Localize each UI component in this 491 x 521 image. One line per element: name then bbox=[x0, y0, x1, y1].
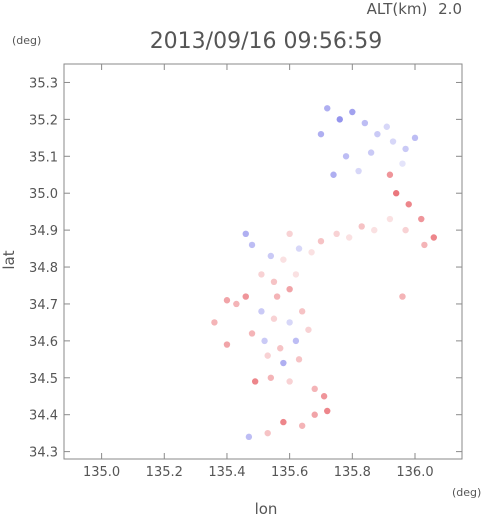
data-point bbox=[311, 411, 318, 418]
y-axis-label: lat bbox=[0, 250, 18, 269]
data-point bbox=[317, 130, 325, 138]
data-point bbox=[305, 326, 312, 333]
data-point bbox=[270, 315, 278, 322]
data-point bbox=[292, 337, 300, 345]
y-tick-label: 35.2 bbox=[29, 113, 58, 128]
plot-frame bbox=[63, 63, 463, 460]
x-tick-label: 135.6 bbox=[271, 465, 308, 480]
x-tick-label: 135.4 bbox=[208, 465, 245, 480]
data-point bbox=[245, 433, 253, 441]
y-tick-label: 35.1 bbox=[29, 150, 58, 165]
data-point bbox=[308, 249, 315, 256]
x-tick-label: 135.2 bbox=[146, 465, 183, 480]
data-point bbox=[358, 223, 365, 230]
y-tick-label: 34.9 bbox=[29, 224, 58, 239]
data-point bbox=[233, 300, 240, 308]
data-point bbox=[349, 108, 356, 116]
data-point bbox=[342, 153, 350, 160]
x-axis-label: lon bbox=[255, 500, 278, 518]
y-unit-label: (deg) bbox=[12, 34, 41, 47]
data-point bbox=[264, 429, 271, 437]
data-point bbox=[361, 119, 369, 127]
altitude-label: ALT(km) 2.0 bbox=[367, 0, 462, 18]
data-point bbox=[280, 256, 287, 263]
data-point bbox=[411, 134, 419, 142]
y-tick-label: 35.3 bbox=[29, 76, 58, 91]
data-point bbox=[223, 341, 231, 348]
data-point bbox=[242, 293, 249, 300]
data-point bbox=[386, 215, 394, 223]
data-point bbox=[242, 230, 249, 238]
data-point bbox=[211, 319, 218, 326]
data-point bbox=[270, 278, 278, 286]
data-point bbox=[386, 171, 394, 178]
data-point bbox=[286, 319, 293, 326]
data-point bbox=[430, 234, 437, 241]
data-point bbox=[389, 138, 397, 145]
data-point bbox=[280, 418, 287, 426]
timestamp: 2013/09/16 09:56:59 bbox=[150, 29, 383, 54]
data-point bbox=[421, 241, 428, 249]
data-point bbox=[330, 171, 337, 178]
data-point bbox=[258, 271, 265, 278]
data-point bbox=[333, 230, 340, 238]
y-tick-label: 34.5 bbox=[29, 372, 58, 387]
data-point bbox=[258, 308, 265, 315]
y-tick-label: 34.6 bbox=[29, 335, 58, 350]
data-point bbox=[267, 374, 275, 381]
data-point bbox=[248, 241, 256, 249]
x-tick-label: 135.8 bbox=[334, 465, 371, 480]
y-tick-label: 34.4 bbox=[29, 409, 58, 424]
data-point bbox=[371, 226, 378, 234]
data-point bbox=[267, 252, 275, 260]
data-point bbox=[292, 271, 300, 278]
y-tick-label: 34.3 bbox=[29, 446, 58, 461]
data-point bbox=[383, 123, 390, 130]
data-point bbox=[286, 230, 293, 238]
data-point bbox=[223, 297, 231, 304]
data-point bbox=[402, 226, 409, 234]
data-point bbox=[311, 385, 318, 393]
data-point bbox=[261, 337, 268, 345]
data-point bbox=[402, 145, 409, 153]
data-point bbox=[336, 116, 343, 123]
data-point bbox=[286, 378, 293, 385]
y-tick-label: 35.0 bbox=[29, 187, 58, 202]
data-point bbox=[324, 407, 331, 415]
data-point bbox=[405, 201, 412, 208]
data-point bbox=[251, 378, 259, 385]
data-point bbox=[374, 130, 381, 138]
data-point bbox=[286, 285, 293, 293]
data-point bbox=[273, 293, 281, 300]
x-unit-label: (deg) bbox=[452, 486, 481, 499]
data-point bbox=[399, 293, 406, 300]
altitude-value: 2.0 bbox=[438, 0, 462, 18]
data-point bbox=[298, 422, 306, 429]
data-point bbox=[277, 345, 284, 352]
data-point bbox=[355, 167, 362, 175]
x-ticks: 135.0 135.2 135.4 135.6 135.8 136.0 bbox=[83, 64, 434, 480]
data-point bbox=[264, 352, 271, 359]
altitude-label-text: ALT(km) bbox=[367, 0, 428, 18]
data-point bbox=[320, 393, 328, 400]
x-tick-label: 135.0 bbox=[83, 465, 120, 480]
data-point bbox=[345, 234, 353, 241]
data-point bbox=[298, 308, 306, 315]
data-point bbox=[295, 356, 303, 363]
y-tick-label: 34.8 bbox=[29, 261, 58, 276]
data-point bbox=[324, 105, 331, 112]
y-ticks: 34.3 34.4 34.5 34.6 34.7 34.8 34.9 35.0 35.1 35.2… bbox=[29, 76, 462, 461]
y-tick-label: 34.7 bbox=[29, 298, 58, 313]
data-points bbox=[211, 105, 437, 441]
data-point bbox=[418, 215, 425, 223]
data-point bbox=[295, 245, 303, 252]
data-point bbox=[317, 237, 325, 245]
data-point bbox=[392, 190, 400, 197]
x-tick-label: 136.0 bbox=[396, 465, 433, 480]
data-point bbox=[367, 149, 375, 156]
data-point bbox=[248, 330, 256, 337]
data-point bbox=[399, 160, 406, 167]
data-point bbox=[280, 359, 287, 367]
